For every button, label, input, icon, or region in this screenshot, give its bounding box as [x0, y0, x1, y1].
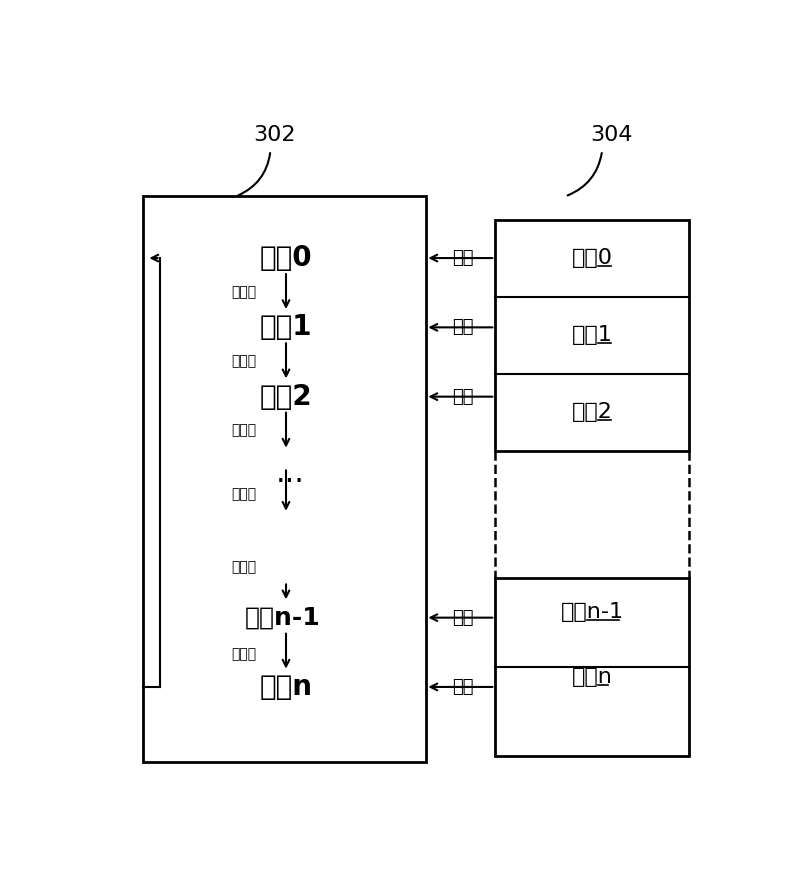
- Bar: [142, 196, 426, 762]
- Text: 信号量: 信号量: [231, 285, 256, 299]
- Text: 微包n: 微包n: [572, 667, 613, 687]
- Text: 接收: 接收: [452, 319, 474, 336]
- Text: 线程n-1: 线程n-1: [244, 605, 320, 630]
- Text: 信号量: 信号量: [231, 488, 256, 502]
- Text: ···: ···: [275, 468, 304, 497]
- Text: 微包1: 微包1: [572, 325, 613, 345]
- Text: 微包2: 微包2: [572, 402, 613, 422]
- Text: 接收: 接收: [452, 678, 474, 696]
- Text: 信号量: 信号量: [231, 423, 256, 437]
- Text: 信号量: 信号量: [231, 355, 256, 368]
- FancyArrowPatch shape: [238, 153, 270, 195]
- Text: 接收: 接收: [452, 388, 474, 406]
- Text: 线程2: 线程2: [260, 383, 312, 411]
- Text: 304: 304: [590, 125, 633, 145]
- Text: 线程1: 线程1: [260, 313, 312, 341]
- Text: 接收: 接收: [452, 609, 474, 627]
- Text: 302: 302: [253, 125, 296, 145]
- Text: 信号量: 信号量: [231, 561, 256, 575]
- Text: 微包0: 微包0: [572, 248, 613, 268]
- Text: 接收: 接收: [452, 249, 474, 267]
- Bar: [495, 577, 689, 756]
- Text: 线程n: 线程n: [259, 673, 313, 701]
- FancyArrowPatch shape: [567, 153, 602, 195]
- Bar: [495, 219, 689, 451]
- Text: 信号量: 信号量: [231, 647, 256, 661]
- Text: 微包n-1: 微包n-1: [561, 602, 624, 622]
- Text: 线程0: 线程0: [260, 244, 312, 272]
